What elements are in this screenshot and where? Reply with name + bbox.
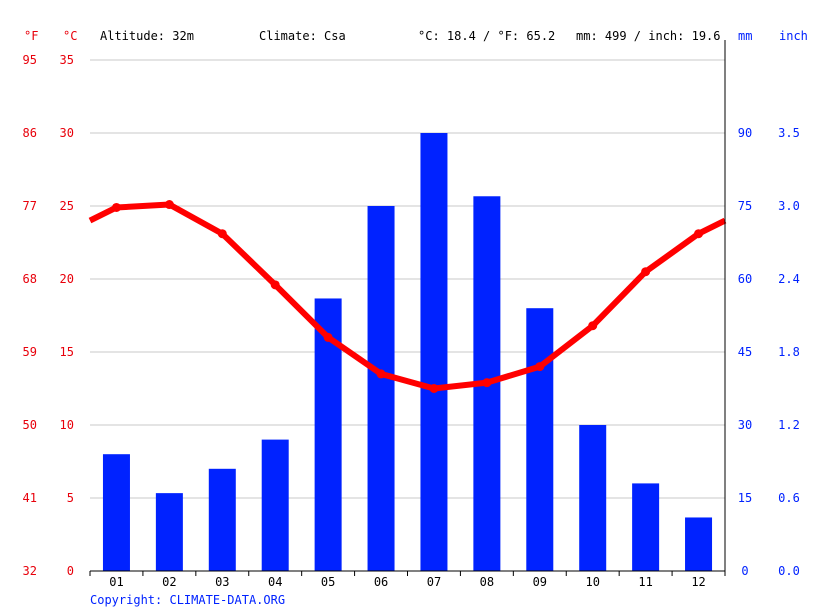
temperature-point [376,369,386,379]
grid-lines [90,59,725,499]
inch-tick-label: 1.8 [778,345,800,359]
mm-tick-label: 0 [741,564,748,578]
mm-tick-label: 15 [738,491,752,505]
temperature-point [111,202,121,212]
inch-tick-label: 3.0 [778,199,800,213]
celsius-tick-label: 5 [67,491,74,505]
unit-celsius-label: °C [63,29,77,43]
month-label: 10 [585,575,599,589]
fahrenheit-tick-label: 77 [23,199,37,213]
altitude-label: Altitude: 32m [100,29,194,43]
precipitation-bar [632,483,660,571]
temperature-curve [88,201,727,392]
precipitation-bar [579,425,607,571]
month-label: 02 [162,575,176,589]
axes: 0 32 5 41 10 50 15 59 20 68 25 77 30 86 35 95 0 0.0 15 0.6 3… [23,40,800,589]
inch-tick-label: 0.6 [778,491,800,505]
month-label: 11 [638,575,652,589]
inch-tick-label: 1.2 [778,418,800,432]
inch-tick-label: 0.0 [778,564,800,578]
celsius-tick-label: 10 [60,418,74,432]
temperature-point [588,321,598,331]
month-label: 12 [691,575,705,589]
month-label: 04 [268,575,282,589]
temperature-point [482,378,492,388]
fahrenheit-tick-label: 50 [23,418,37,432]
fahrenheit-tick-label: 32 [23,564,37,578]
month-label: 06 [374,575,388,589]
precipitation-bar [261,439,289,571]
mm-tick-label: 30 [738,418,752,432]
precipitation-bar [208,468,236,571]
fahrenheit-tick-label: 95 [23,53,37,67]
copyright-link[interactable]: Copyright: CLIMATE-DATA.ORG [90,593,285,607]
precipitation-bar [420,133,448,571]
precipitation-bar [526,308,554,571]
fahrenheit-tick-label: 41 [23,491,37,505]
month-label: 07 [427,575,441,589]
precipitation-bars [102,133,713,571]
mm-tick-label: 60 [738,272,752,286]
temperature-point [270,280,280,290]
month-label: 05 [321,575,335,589]
precipitation-bar [155,493,183,571]
temperature-point [535,362,545,372]
inch-tick-label: 3.5 [778,126,800,140]
month-label: 01 [109,575,123,589]
unit-mm-label: mm [738,29,752,43]
mm-tick-label: 45 [738,345,752,359]
precipitation-bar [685,517,713,571]
celsius-tick-label: 25 [60,199,74,213]
celsius-tick-label: 15 [60,345,74,359]
temperature-point [164,200,174,210]
mm-tick-label: 75 [738,199,752,213]
temperature-point [429,384,439,393]
celsius-tick-label: 20 [60,272,74,286]
unit-fahrenheit-label: °F [24,29,38,43]
unit-inch-label: inch [779,29,808,43]
precipitation-bar [367,206,395,571]
fahrenheit-tick-label: 68 [23,272,37,286]
celsius-tick-label: 0 [67,564,74,578]
temperature-point [323,332,333,342]
climate-label: Climate: Csa [259,29,346,43]
temperature-point [694,229,704,239]
precipitation-bar [102,454,130,571]
fahrenheit-tick-label: 59 [23,345,37,359]
temperature-point [217,229,227,239]
month-label: 03 [215,575,229,589]
month-label: 08 [480,575,494,589]
month-label: 09 [533,575,547,589]
celsius-tick-label: 35 [60,53,74,67]
average-temperature-label: °C: 18.4 / °F: 65.2 [418,29,555,43]
celsius-tick-label: 30 [60,126,74,140]
temperature-point [641,267,651,277]
mm-tick-label: 90 [738,126,752,140]
fahrenheit-tick-label: 86 [23,126,37,140]
inch-tick-label: 2.4 [778,272,800,286]
temperature-line [88,200,727,393]
total-precipitation-label: mm: 499 / inch: 19.6 [576,29,721,43]
